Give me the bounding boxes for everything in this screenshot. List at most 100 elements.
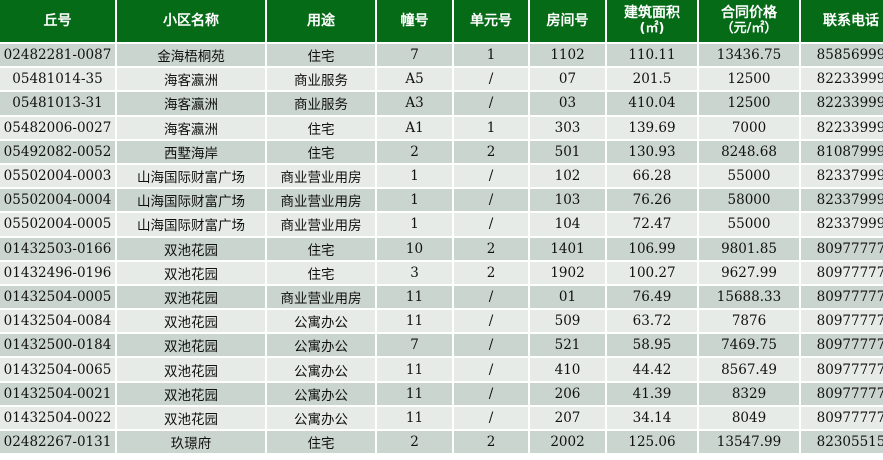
cell-community-name: 山海国际财富广场 — [117, 164, 265, 188]
cell-room-number: 206 — [530, 382, 605, 405]
cell-contract-price: 8567.49 — [699, 358, 799, 381]
cell-community-name: 海客瀛洲 — [117, 116, 265, 139]
cell-unit-number: / — [454, 334, 528, 357]
cell-unit-number: / — [454, 382, 528, 405]
cell-floor-area: 100.27 — [607, 261, 697, 284]
header-label: 合同价格 — [721, 5, 777, 21]
cell-floor-area: 58.95 — [607, 334, 697, 357]
cell-room-number: 2002 — [530, 431, 605, 454]
table-row: 01432500-0184 双池花园 公寓办公 7/521 58.95 7469.75 80… — [0, 334, 883, 357]
cell-room-number: 103 — [530, 189, 605, 212]
cell-parcel-number: 05482006-0027 — [0, 116, 115, 139]
cell-room-number: 410 — [530, 358, 605, 381]
cell-parcel-number: 02482281-0087 — [0, 44, 115, 67]
cell-parcel-number: 01432504-0021 — [0, 382, 115, 405]
cell-contact-phone: 81087999 — [801, 140, 883, 163]
cell-usage: 商业营业用房 — [267, 285, 375, 309]
cell-community-name: 双池花园 — [117, 358, 265, 381]
header-contact-phone: 联系电话 — [801, 0, 883, 42]
cell-building-number: 10 — [377, 237, 452, 260]
header-parcel-number: 丘号 — [0, 0, 115, 42]
cell-contract-price: 55000 — [699, 164, 799, 188]
table-row: 01432504-0005 双池花园 商业营业用房 11/01 76.49 15688.3… — [0, 285, 883, 309]
cell-floor-area: 110.11 — [607, 44, 697, 67]
cell-unit-number: / — [454, 406, 528, 429]
cell-building-number: 1 — [377, 189, 452, 212]
cell-community-name: 双池花园 — [117, 334, 265, 357]
header-label: 小区名称 — [163, 13, 219, 29]
cell-usage: 公寓办公 — [267, 358, 375, 381]
cell-building-number: 11 — [377, 310, 452, 333]
cell-room-number: 1401 — [530, 237, 605, 260]
cell-contract-price: 13436.75 — [699, 44, 799, 67]
cell-community-name: 双池花园 — [117, 285, 265, 309]
cell-room-number: 1102 — [530, 44, 605, 67]
header-room-number: 房间号 — [530, 0, 605, 42]
cell-unit-number: / — [454, 92, 528, 115]
cell-contact-phone: 80977777 — [801, 237, 883, 260]
table-row: 01432496-0196 双池花园 住宅 3 2 1902 100.27 9627.99 80… — [0, 261, 883, 284]
cell-building-number: 7 — [377, 44, 452, 67]
cell-room-number: 07 — [530, 68, 605, 91]
cell-usage: 公寓办公 — [267, 334, 375, 357]
cell-floor-area: 201.5 — [607, 68, 697, 91]
cell-parcel-number: 01432503-0166 — [0, 237, 115, 260]
cell-parcel-number: 01432504-0084 — [0, 310, 115, 333]
header-label: 联系电话 — [823, 13, 879, 29]
header-label: 幢号 — [400, 13, 429, 29]
cell-unit-number: 2 — [454, 140, 528, 163]
cell-contract-price: 7876 — [699, 310, 799, 333]
cell-floor-area: 106.99 — [607, 237, 697, 260]
cell-unit-number: / — [454, 358, 528, 381]
cell-floor-area: 66.28 — [607, 164, 697, 188]
cell-floor-area: 72.47 — [607, 213, 697, 236]
cell-parcel-number: 05502004-0003 — [0, 164, 115, 188]
cell-usage: 商业营业用房 — [267, 213, 375, 236]
cell-unit-number: 2 — [454, 431, 528, 454]
cell-community-name: 海客瀛洲 — [117, 68, 265, 91]
cell-unit-number: / — [454, 68, 528, 91]
cell-usage: 商业营业用房 — [267, 189, 375, 212]
table-row: 01432504-0021 双池花园 公寓办公 11/206 41.39 8329 8097… — [0, 382, 883, 405]
cell-contact-phone: 85856999 — [801, 44, 883, 67]
cell-contract-price: 7000 — [699, 116, 799, 139]
header-unit: （元/㎡） — [720, 21, 778, 36]
cell-floor-area: 76.49 — [607, 285, 697, 309]
cell-parcel-number: 01432500-0184 — [0, 334, 115, 357]
cell-parcel-number: 05481014-35 — [0, 68, 115, 91]
cell-community-name: 金海梧桐苑 — [117, 44, 265, 67]
header-label: 用途 — [307, 13, 335, 29]
cell-contact-phone: 82337999 — [801, 213, 883, 236]
cell-contract-price: 12500 — [699, 68, 799, 91]
header-building-number: 幢号 — [377, 0, 452, 42]
table-row: 01432504-0065 双池花园 公寓办公 11/410 44.42 8567.49 8… — [0, 358, 883, 381]
cell-contract-price: 13547.99 — [699, 431, 799, 454]
cell-usage: 公寓办公 — [267, 406, 375, 429]
cell-contact-phone: 82337999 — [801, 164, 883, 188]
cell-building-number: A5 — [377, 68, 452, 91]
cell-usage: 住宅 — [267, 261, 375, 284]
cell-floor-area: 410.04 — [607, 92, 697, 115]
table-row: 05481013-31 海客瀛洲 商业服务 A3/03 410.04 12500 82233… — [0, 92, 883, 115]
cell-community-name: 双池花园 — [117, 310, 265, 333]
table-row: 05481014-35 海客瀛洲 商业服务 A5/07 201.5 12500 822339… — [0, 68, 883, 91]
cell-community-name: 双池花园 — [117, 261, 265, 284]
cell-room-number: 509 — [530, 310, 605, 333]
cell-usage: 住宅 — [267, 44, 375, 67]
cell-room-number: 01 — [530, 285, 605, 309]
cell-parcel-number: 05502004-0005 — [0, 213, 115, 236]
cell-building-number: 7 — [377, 334, 452, 357]
cell-usage: 公寓办公 — [267, 382, 375, 405]
cell-community-name: 双池花园 — [117, 406, 265, 429]
cell-contract-price: 8329 — [699, 382, 799, 405]
header-community-name: 小区名称 — [117, 0, 265, 42]
cell-contract-price: 58000 — [699, 189, 799, 212]
table-row: 01432503-0166 双池花园 住宅 10 2 1401 106.99 9801.85 8… — [0, 237, 883, 260]
cell-floor-area: 41.39 — [607, 382, 697, 405]
cell-parcel-number: 01432504-0005 — [0, 285, 115, 309]
cell-usage: 商业营业用房 — [267, 164, 375, 188]
cell-room-number: 207 — [530, 406, 605, 429]
cell-usage: 住宅 — [267, 237, 375, 260]
cell-floor-area: 63.72 — [607, 310, 697, 333]
table-header: 丘号 小区名称 用途 幢号 单元号 房间号 建筑面积 (㎡) 合同价格 （元/㎡） 联系电话 — [0, 0, 883, 42]
